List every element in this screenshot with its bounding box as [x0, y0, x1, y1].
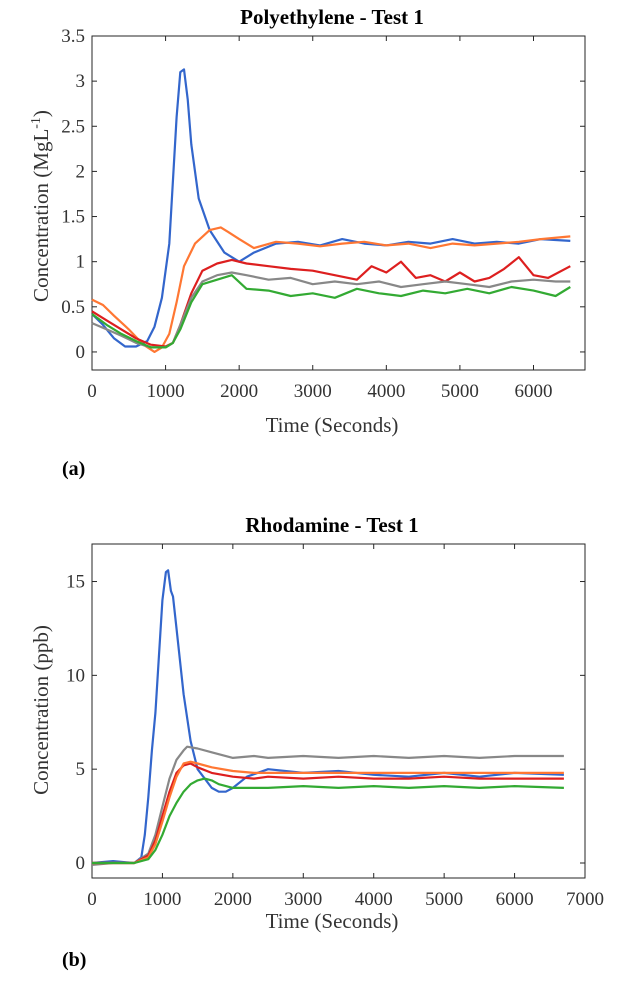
x-tick-label: 3000	[284, 889, 322, 910]
y-tick-label: 0	[76, 853, 86, 874]
y-tick-label: 0	[76, 342, 86, 363]
x-tick-label: 7000	[566, 889, 604, 910]
chart-rhodamine: Rhodamine - Test 1 Time (Seconds) Concen…	[29, 513, 604, 933]
x-axis-label: Time (Seconds)	[266, 413, 399, 437]
y-tick-label: 0.5	[61, 297, 85, 318]
y-tick-label: 1	[76, 252, 86, 273]
y-axis-label: Concentration (ppb)	[29, 625, 53, 795]
y-tick-label: 5	[76, 759, 86, 780]
panel-label-b: (b)	[62, 949, 87, 971]
y-tick-label: 10	[66, 665, 85, 686]
y-tick-label: 3	[76, 71, 86, 92]
x-tick-label: 5000	[425, 889, 463, 910]
plot-frame	[91, 543, 586, 879]
series-line-1	[91, 68, 571, 348]
x-tick-label: 3000	[294, 381, 332, 402]
chart-title: Polyethylene - Test 1	[240, 5, 424, 29]
y-tick-label: 3.5	[61, 26, 85, 47]
x-tick-label: 1000	[147, 381, 185, 402]
x-tick-label: 4000	[355, 889, 393, 910]
y-tick-label: 2.5	[61, 116, 85, 137]
x-tick-label: 2000	[220, 381, 258, 402]
series-line-5	[91, 274, 571, 349]
chart-title: Rhodamine - Test 1	[245, 513, 418, 537]
y-axis-label: Concentration (MgL-1)	[29, 110, 53, 302]
series-line-5	[92, 777, 564, 865]
plot-frame	[91, 35, 586, 371]
series-line-4	[92, 760, 564, 865]
x-tick-label: 4000	[367, 381, 405, 402]
y-tick-label: 15	[66, 572, 85, 593]
x-tick-label: 6000	[496, 889, 534, 910]
x-tick-label: 1000	[143, 889, 181, 910]
x-tick-label: 5000	[441, 381, 479, 402]
x-tick-label: 0	[87, 381, 97, 402]
chart-polyethylene: Polyethylene - Test 1 Time (Seconds) Con…	[29, 5, 586, 437]
y-tick-label: 1.5	[61, 207, 85, 228]
x-axis-label: Time (Seconds)	[266, 909, 399, 933]
x-tick-label: 0	[87, 889, 97, 910]
series-line-2	[91, 745, 564, 866]
x-tick-label: 2000	[214, 889, 252, 910]
x-tick-label: 6000	[514, 381, 552, 402]
y-tick-label: 2	[76, 161, 86, 182]
panel-label-a: (a)	[62, 458, 86, 480]
series-line-3	[92, 762, 564, 865]
series-line-2	[91, 226, 571, 353]
series-line-3	[91, 256, 571, 348]
